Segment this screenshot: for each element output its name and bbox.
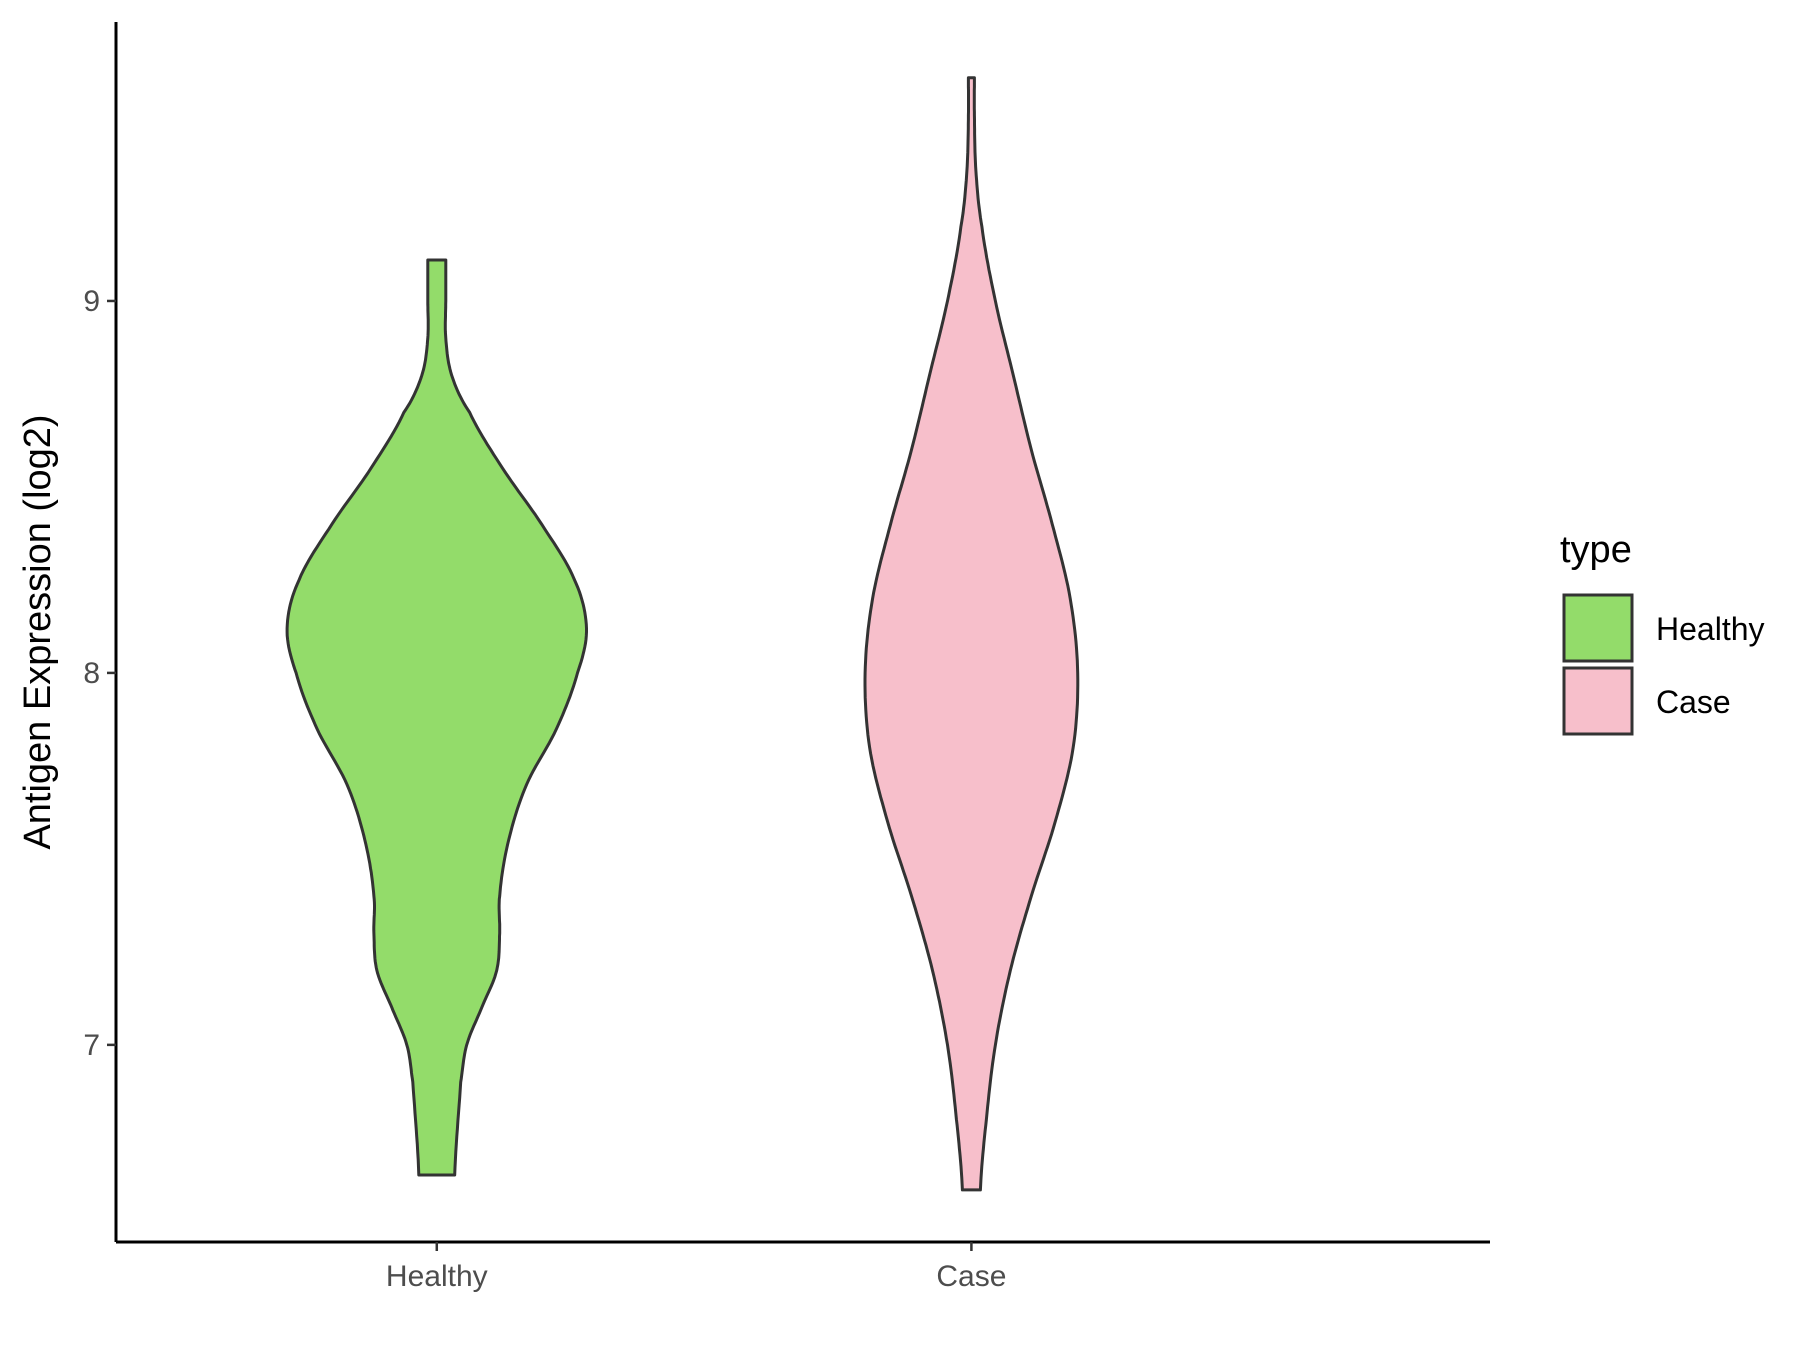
legend-swatch-healthy bbox=[1562, 593, 1634, 663]
violin-case bbox=[863, 76, 1080, 1192]
x-tick-label-case: Case bbox=[936, 1260, 1006, 1293]
y-tick-label-9: 9 bbox=[83, 285, 100, 318]
violins-layer bbox=[285, 76, 1080, 1192]
y-axis: 7 8 9 bbox=[83, 22, 118, 1242]
y-axis-title: Antigen Expression (log2) bbox=[17, 414, 59, 849]
y-tick-label-8: 8 bbox=[83, 657, 100, 690]
legend-label-healthy: Healthy bbox=[1656, 611, 1765, 647]
legend-swatch-case bbox=[1562, 666, 1634, 736]
legend-title: type bbox=[1560, 529, 1632, 571]
x-tick-label-healthy: Healthy bbox=[386, 1260, 488, 1293]
legend-label-case: Case bbox=[1656, 684, 1731, 720]
x-axis: Healthy Case bbox=[116, 1240, 1490, 1293]
y-tick-label-7: 7 bbox=[83, 1029, 100, 1062]
legend: type Healthy Case bbox=[1560, 529, 1765, 736]
violin-healthy bbox=[285, 258, 588, 1177]
